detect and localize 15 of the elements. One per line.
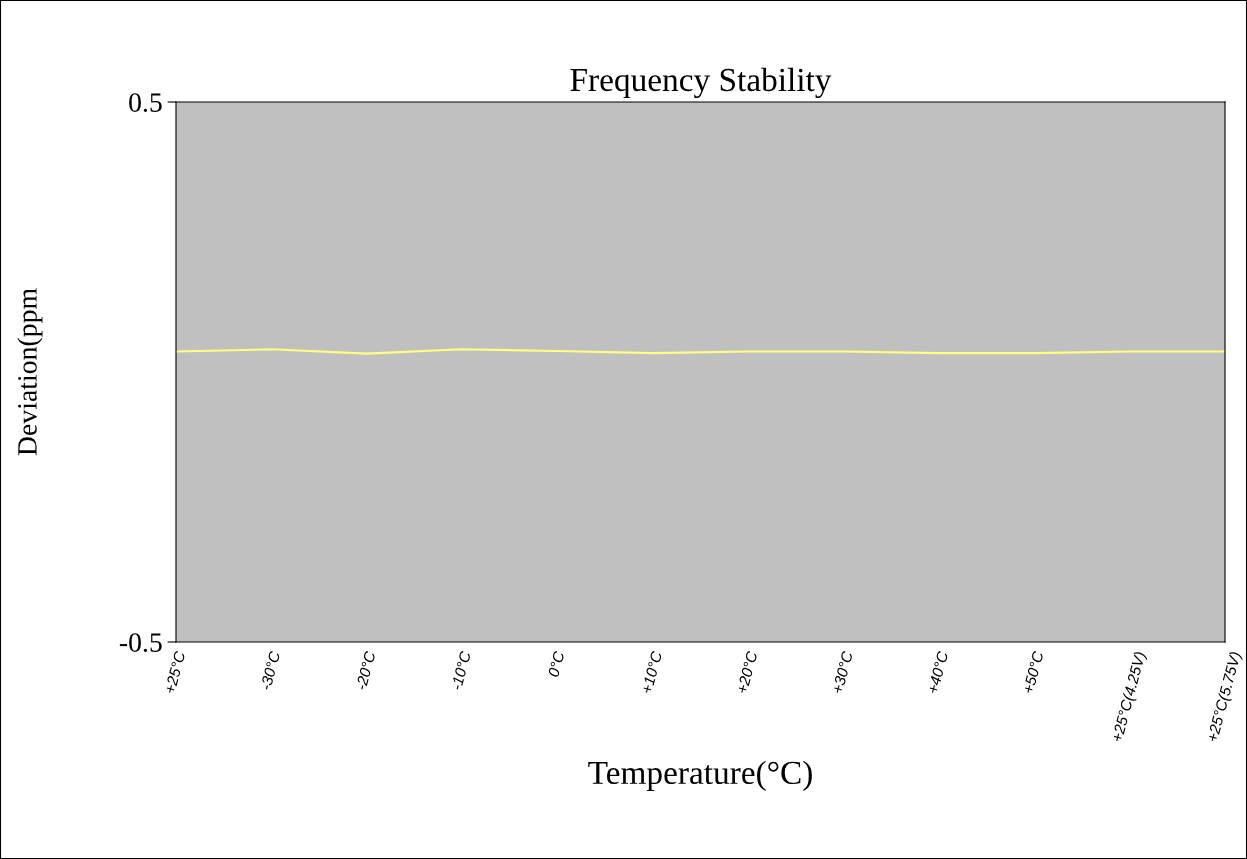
x-tick-label: -20°C — [355, 650, 376, 691]
x-axis-title: Temperature(°C) — [588, 760, 812, 791]
y-tick-label: 0.5 — [129, 93, 162, 113]
y-tick-label: -0.5 — [119, 633, 162, 653]
y-axis-title: Deviation(ppm — [17, 288, 43, 456]
x-tick-label: +30°C — [831, 650, 854, 694]
chart-title: Frequency Stability — [570, 67, 832, 99]
x-tick-label: +50°C — [1022, 650, 1044, 694]
x-tick-label: +20°C — [736, 650, 758, 694]
x-tick-label: 0°C — [547, 650, 565, 678]
x-tick-label: -10°C — [450, 650, 472, 691]
x-tick-label: +40°C — [927, 650, 949, 694]
x-tick-label: +10°C — [641, 650, 663, 694]
x-tick-label: -30°C — [260, 650, 281, 691]
x-tick-label: +25°C — [164, 650, 186, 694]
